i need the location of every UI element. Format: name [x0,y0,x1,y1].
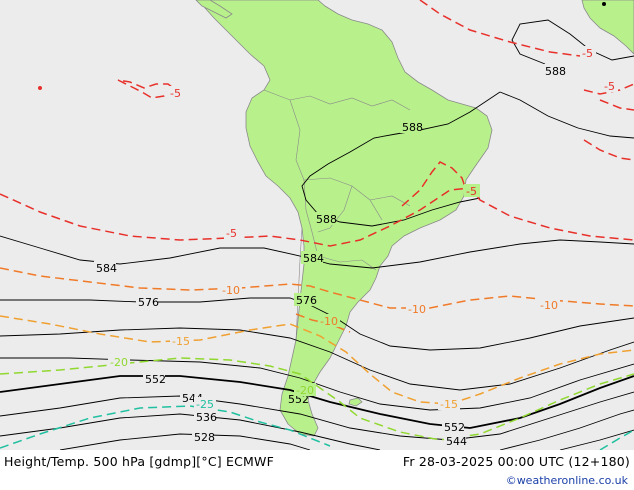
temp-label: -10 [320,315,338,328]
temp-label: -15 [440,398,458,411]
temp-label: -5 [226,227,237,240]
height-label: 584 [96,262,117,275]
height-label: 536 [196,411,217,424]
contour-588-north [301,91,501,227]
temp-label: -5 [170,87,181,100]
temp-label: -10 [408,303,426,316]
land-central-america [195,0,233,19]
contour-528-east [559,429,634,450]
temp-label: -5 [466,185,477,198]
source-credit-link[interactable]: ©weatheronline.co.uk [505,474,628,487]
temperature-isotherms [0,0,634,450]
height-label: 588 [402,121,423,134]
temp-label: -20 [296,384,314,397]
isotherm-minus25-east [599,429,634,450]
isotherm-minus10-cont [295,313,351,333]
height-label: 552 [444,421,465,434]
country-borders [263,89,411,341]
height-label: 544 [446,435,467,448]
height-label: 576 [296,294,317,307]
land-falklands [348,397,363,407]
marker-dot [38,86,42,90]
contour-588-ne [511,19,634,65]
contour-576 [0,297,634,351]
forecast-date: Fr 28-03-2025 00:00 UTC (12+180) [402,454,630,469]
land-africa-corner [581,0,634,55]
height-label: 552 [288,393,309,406]
temp-label: -5 [582,47,593,60]
height-label: 584 [303,252,324,265]
height-label: 588 [316,213,337,226]
isotherm-minus5 [0,187,634,247]
isotherm-minus20 [0,357,634,441]
isotherm-minus5-east3 [599,99,634,111]
contour-552 [0,375,634,429]
temp-label: -10 [222,284,240,297]
map-footer: Height/Temp. 500 hPa [gdmp][°C] ECMWF Fr… [0,450,634,490]
isotherm-minus5-north [401,161,467,207]
marker-dot-ne [602,2,606,6]
temp-label: -20 [110,356,128,369]
land-south-america [204,0,493,437]
isotherm-minus5-east2 [583,139,634,161]
height-label: 588 [545,65,566,78]
map-canvas: 588 588 588 584 584 576 576 552 552 552 … [0,0,634,450]
temperature-labels: -5 -5 -5 -5 -5 -10 -10 -10 -10 -15 -15 -… [108,46,618,411]
height-label: 528 [194,431,215,444]
isotherm-minus15 [0,315,634,405]
contour-536-east [499,409,634,450]
temp-label: -5 [604,80,615,93]
contour-568 [0,327,634,391]
map-title: Height/Temp. 500 hPa [gdmp][°C] ECMWF [4,454,274,469]
height-label: 552 [145,373,166,386]
contour-544 [0,391,634,441]
isotherm-minus5-ne [419,0,581,57]
contour-588-east [499,91,634,139]
temp-label: -10 [540,299,558,312]
temp-label: -15 [172,335,190,348]
temp-label: -25 [196,398,214,411]
height-labels: 588 588 588 584 584 576 576 552 552 552 … [94,64,566,448]
height-label: 576 [138,296,159,309]
isotherm-minus5-east [583,83,634,95]
